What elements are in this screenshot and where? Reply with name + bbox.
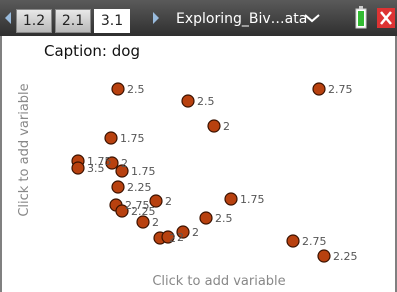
- screen: 1.2 2.1 3.1 Exploring_Biv…ata Caption: d…: [0, 0, 397, 292]
- point[interactable]: [318, 250, 330, 262]
- point-label: 2.25: [127, 181, 152, 194]
- point-label: 2: [177, 231, 184, 244]
- point-label: 2: [192, 226, 199, 239]
- point[interactable]: [200, 212, 212, 224]
- point-label: 1.75: [240, 193, 265, 206]
- point-label: 2: [223, 120, 230, 133]
- point[interactable]: [72, 162, 84, 174]
- point-label: 2.75: [302, 235, 327, 248]
- point-label: 2: [152, 216, 159, 229]
- point[interactable]: [287, 235, 299, 247]
- point-label: 2: [169, 232, 176, 245]
- point[interactable]: [313, 83, 325, 95]
- point-label: 1.75: [120, 132, 145, 145]
- plot: Click to add variable Click to add varia…: [0, 0, 397, 292]
- y-axis-prompt[interactable]: Click to add variable: [17, 83, 32, 216]
- point-label: 2.5: [197, 95, 215, 108]
- point[interactable]: [105, 132, 117, 144]
- point[interactable]: [208, 120, 220, 132]
- point-label: 2.25: [333, 250, 358, 263]
- point-label: 2.75: [328, 83, 353, 96]
- point-label: 2.5: [127, 83, 145, 96]
- point[interactable]: [112, 83, 124, 95]
- point[interactable]: [112, 181, 124, 193]
- point-label: 2.5: [215, 212, 233, 225]
- point-label: 3.5: [87, 162, 105, 175]
- point-label: 2: [121, 157, 128, 170]
- point[interactable]: [225, 193, 237, 205]
- x-axis-prompt[interactable]: Click to add variable: [152, 274, 285, 289]
- point[interactable]: [182, 95, 194, 107]
- point-label: 2: [165, 195, 172, 208]
- point-label: 1.75: [131, 165, 156, 178]
